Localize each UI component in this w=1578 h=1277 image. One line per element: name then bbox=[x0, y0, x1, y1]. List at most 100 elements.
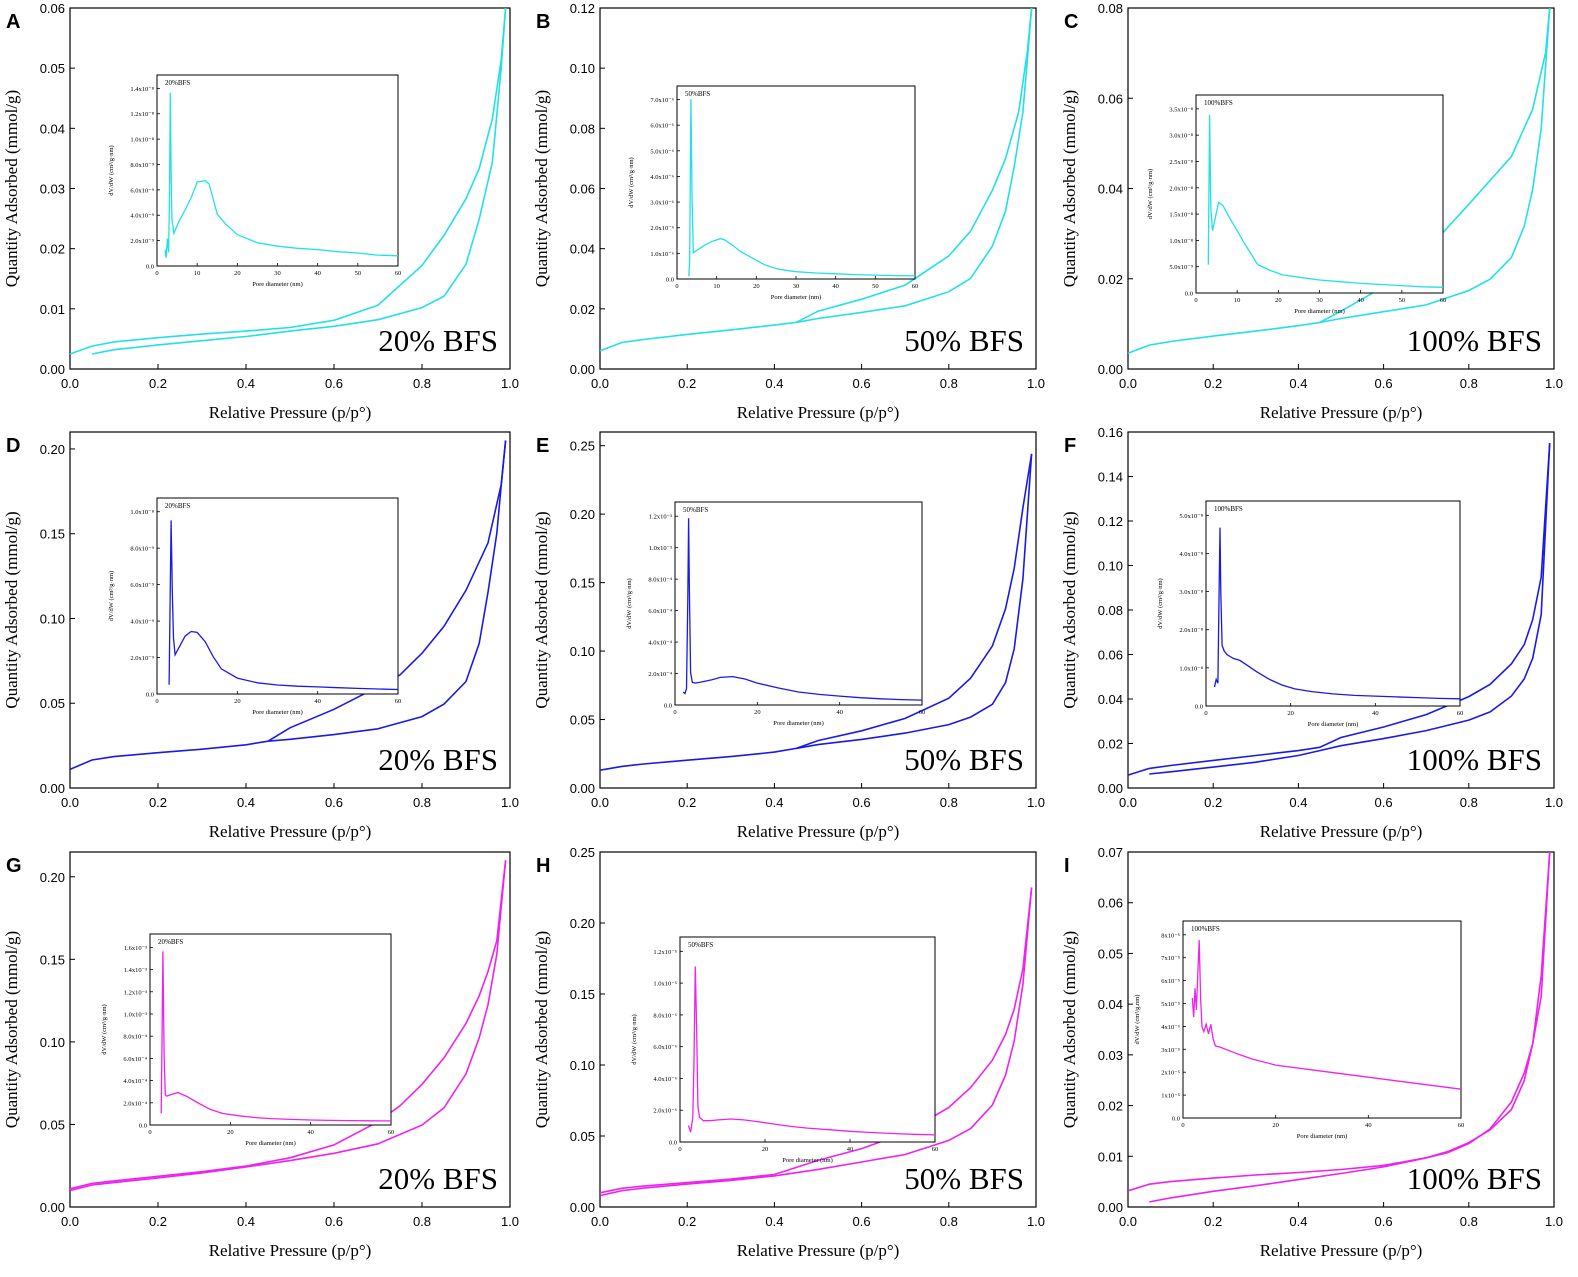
panel-label-g: G bbox=[6, 855, 22, 877]
y-tick-label: 0.00 bbox=[40, 781, 65, 796]
y-tick-label: 0.02 bbox=[1098, 737, 1123, 752]
inset-y-tick-label: 2.0x10⁻⁹ bbox=[130, 655, 154, 662]
y-tick-label: 0.05 bbox=[40, 1117, 65, 1132]
plot-frame-h bbox=[599, 851, 1037, 1208]
y-tick-label: 0.03 bbox=[40, 182, 65, 197]
y-tick-label: 0.20 bbox=[570, 916, 595, 931]
y-tick-label: 0.25 bbox=[570, 439, 595, 454]
x-axis-title: Relative Pressure (p/p°) bbox=[737, 1241, 900, 1260]
y-tick-label: 0.05 bbox=[570, 1129, 595, 1144]
y-tick-label: 0.05 bbox=[40, 696, 65, 711]
inset-title: 20%BFS bbox=[165, 79, 190, 87]
sample-annotation: 100% BFS bbox=[1407, 742, 1542, 777]
y-tick-label: 0.10 bbox=[570, 644, 595, 659]
isotherm-branch-2 bbox=[69, 860, 507, 1192]
inset-frame bbox=[679, 936, 936, 1143]
x-tick-label: 0.2 bbox=[678, 795, 696, 810]
inset-y-tick-label: 2.0x10⁻⁸ bbox=[1169, 185, 1193, 192]
inset-y-axis-title: dV/dW (cm³/g·nm) bbox=[631, 1014, 638, 1064]
inset-x-tick-label: 10 bbox=[194, 270, 201, 277]
y-tick-label: 0.06 bbox=[1098, 896, 1123, 911]
y-tick-label: 0.12 bbox=[570, 1, 595, 16]
y-tick-label: 0.10 bbox=[570, 1058, 595, 1073]
inset-y-zero: 0.0 bbox=[669, 1140, 677, 1147]
sample-annotation: 50% BFS bbox=[904, 323, 1024, 358]
inset-y-tick-label: 8.0x10⁻⁶ bbox=[653, 1012, 677, 1019]
y-tick-label: 0.14 bbox=[1098, 470, 1123, 485]
x-tick-label: 1.0 bbox=[1545, 795, 1563, 810]
y-tick-label: 0.08 bbox=[1098, 1, 1123, 16]
x-tick-label: 1.0 bbox=[1027, 795, 1045, 810]
y-tick-label: 0.12 bbox=[1098, 514, 1123, 529]
inset-x-tick-label: 40 bbox=[836, 709, 843, 716]
isotherm-branch-1 bbox=[599, 453, 1033, 771]
y-tick-label: 0.04 bbox=[1098, 692, 1123, 707]
inset-x-tick-label: 0 bbox=[1194, 297, 1197, 304]
x-tick-label: 0.2 bbox=[149, 1214, 167, 1229]
inset-frame bbox=[156, 74, 399, 267]
inset-frame bbox=[676, 85, 916, 280]
x-tick-label: 0.8 bbox=[940, 795, 958, 810]
inset-y-tick-label: 6.0x10⁻⁶ bbox=[653, 1044, 677, 1051]
inset-x-tick-label: 40 bbox=[314, 698, 321, 705]
y-tick-label: 0.15 bbox=[570, 987, 595, 1002]
x-tick-label: 0.4 bbox=[1289, 1214, 1307, 1229]
inset-y-axis-title: dV/dW (cm³/g·nm) bbox=[628, 157, 635, 207]
panel-label-b: B bbox=[536, 11, 550, 33]
inset-y-tick-label: 1.2x10⁻⁸ bbox=[130, 111, 154, 118]
x-tick-label: 1.0 bbox=[501, 1214, 519, 1229]
x-tick-label: 0.4 bbox=[1289, 795, 1307, 810]
y-tick-label: 0.00 bbox=[1098, 781, 1123, 796]
x-tick-label: 0.0 bbox=[591, 376, 609, 391]
inset-y-tick-label: 2.0x10⁻⁶ bbox=[653, 1108, 677, 1115]
x-tick-label: 0.2 bbox=[149, 376, 167, 391]
isotherm-branch-1 bbox=[1127, 443, 1551, 776]
x-tick-label: 1.0 bbox=[1545, 1214, 1563, 1229]
x-axis-title: Relative Pressure (p/p°) bbox=[1260, 822, 1423, 841]
x-tick-label: 0.0 bbox=[61, 795, 79, 810]
x-tick-label: 0.8 bbox=[413, 795, 431, 810]
inset-x-axis-title: Pore diameter (nm) bbox=[771, 294, 822, 301]
inset-y-tick-label: 1x10⁻⁵ bbox=[1161, 1093, 1180, 1100]
inset-x-tick-label: 20 bbox=[753, 283, 760, 290]
x-tick-label: 0.0 bbox=[1119, 1214, 1137, 1229]
inset-pore-distribution-line bbox=[688, 98, 916, 277]
y-tick-label: 0.06 bbox=[570, 182, 595, 197]
isotherm-branch-1 bbox=[69, 440, 507, 771]
inset-x-tick-label: 50 bbox=[355, 270, 362, 277]
isotherm-branch-2 bbox=[91, 7, 507, 355]
x-axis-title: Relative Pressure (p/p°) bbox=[209, 822, 372, 841]
inset-pore-distribution-line bbox=[682, 518, 923, 701]
inset-x-tick-label: 60 bbox=[1457, 710, 1464, 717]
inset-x-tick-label: 20 bbox=[1287, 710, 1294, 717]
isotherm-branch-2 bbox=[796, 453, 1033, 750]
x-tick-label: 0.2 bbox=[1204, 795, 1222, 810]
inset-x-tick-label: 40 bbox=[832, 283, 839, 290]
panel-label-c: C bbox=[1064, 11, 1078, 33]
y-tick-label: 0.02 bbox=[570, 302, 595, 317]
x-tick-label: 0.6 bbox=[325, 1214, 343, 1229]
panel-label-h: H bbox=[536, 855, 550, 877]
y-axis-title: Quantity Adsorbed (mmol/g) bbox=[2, 511, 21, 708]
inset-x-tick-label: 60 bbox=[395, 270, 402, 277]
inset-x-axis-title: Pore diameter (nm) bbox=[773, 720, 824, 727]
inset-x-tick-label: 40 bbox=[847, 1146, 854, 1153]
inset-x-axis-title: Pore diameter (nm) bbox=[1294, 308, 1345, 315]
panel-label-a: A bbox=[6, 11, 20, 33]
inset-y-tick-label: 1.0x10⁻⁸ bbox=[130, 137, 154, 144]
inset-x-tick-label: 40 bbox=[307, 1129, 314, 1136]
y-tick-label: 0.15 bbox=[570, 576, 595, 591]
inset-x-tick-label: 50 bbox=[872, 283, 879, 290]
x-tick-label: 1.0 bbox=[1545, 376, 1563, 391]
y-tick-label: 0.00 bbox=[1098, 1200, 1123, 1215]
inset-y-tick-label: 4.0x10⁻⁶ bbox=[650, 174, 674, 181]
inset-y-tick-label: 8x10⁻⁵ bbox=[1161, 932, 1180, 939]
sample-annotation: 20% BFS bbox=[378, 1161, 498, 1196]
inset-x-tick-label: 0 bbox=[673, 709, 676, 716]
inset-y-tick-label: 3.0x10⁻⁸ bbox=[1179, 589, 1203, 596]
y-axis-title: Quantity Adsorbed (mmol/g) bbox=[1060, 90, 1079, 287]
inset-y-tick-label: 1.0x10⁻³ bbox=[649, 545, 672, 552]
inset-y-tick-label: 1.4x10⁻³ bbox=[124, 967, 147, 974]
inset-x-axis-title: Pore diameter (nm) bbox=[245, 1140, 296, 1147]
